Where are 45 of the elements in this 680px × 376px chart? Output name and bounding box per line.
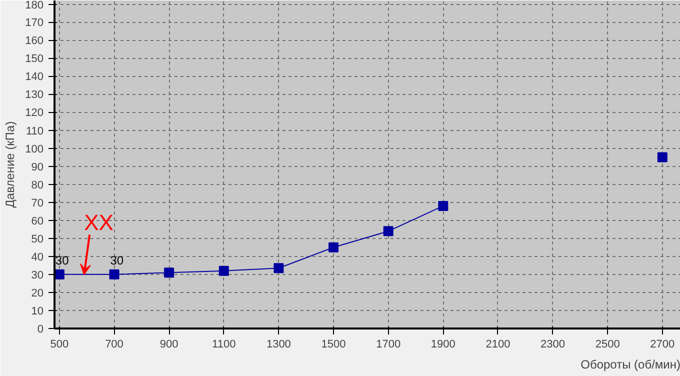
x-tick-label: 700 xyxy=(105,338,124,350)
y-tick-label: 150 xyxy=(25,53,44,66)
x-tick-label: 2100 xyxy=(486,338,510,350)
annotation: XX xyxy=(84,210,114,235)
y-tick-label: 60 xyxy=(31,215,44,228)
y-tick-label: 110 xyxy=(26,125,44,138)
x-tick-label: 2300 xyxy=(540,338,566,350)
point xyxy=(383,226,394,236)
y-tick-label: 20 xyxy=(31,287,44,300)
y-tick-label: 40 xyxy=(31,251,44,264)
y-axis-title: Давление (кПа) xyxy=(3,121,18,208)
y-tick-label: 70 xyxy=(31,197,44,210)
x-tick-label: 1700 xyxy=(376,338,401,350)
y-tick-label: 80 xyxy=(31,179,44,192)
y-tick-label: 10 xyxy=(31,305,44,318)
x-tick-label: 2700 xyxy=(650,338,675,350)
data-label: 30 xyxy=(55,253,70,268)
x-tick-label: 2500 xyxy=(595,338,620,350)
point xyxy=(657,152,668,162)
point xyxy=(328,242,339,252)
y-tick-label: 130 xyxy=(25,89,44,102)
x-tick-label: 1500 xyxy=(321,338,346,350)
point xyxy=(54,269,64,280)
point xyxy=(438,200,448,211)
point xyxy=(218,266,229,276)
y-tick-label: 0 xyxy=(37,324,44,336)
point xyxy=(274,263,284,274)
x-tick-label: 1300 xyxy=(266,338,291,350)
y-tick-label: 100 xyxy=(25,143,44,156)
x-tick-label: 900 xyxy=(160,338,178,350)
y-tick-label: 120 xyxy=(25,107,44,120)
y-tick-label: 140 xyxy=(25,71,44,84)
y-tick-label: 50 xyxy=(31,233,44,246)
y-tick-label: 180 xyxy=(25,0,44,12)
x-tick-label: 500 xyxy=(50,338,69,350)
y-tick-label: 170 xyxy=(25,17,44,30)
point xyxy=(164,268,174,278)
y-tick-label: 160 xyxy=(25,35,44,48)
data-label: 30 xyxy=(110,253,124,268)
point xyxy=(109,269,120,280)
y-tick-label: 30 xyxy=(31,269,44,282)
x-axis-title: Обороты (об/мин) xyxy=(580,358,680,372)
x-tick-label: 1900 xyxy=(430,338,456,350)
x-tick-label: 1100 xyxy=(212,338,236,350)
y-tick-label: 90 xyxy=(31,161,44,174)
